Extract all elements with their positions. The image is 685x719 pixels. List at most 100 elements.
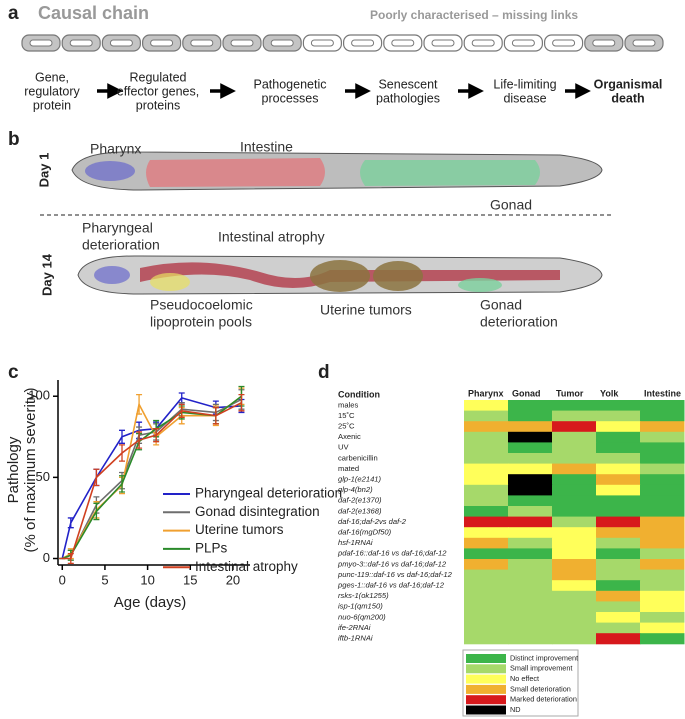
chain-hole [431,39,455,47]
heatmap-cell [596,569,641,581]
heatmap-cell [552,453,597,465]
legend-label: ND [510,705,521,714]
heatmap-cell [508,569,553,581]
legend-label: PLPs [195,540,228,555]
image-label: Pseudocoelomic [150,297,253,313]
row-label: males [338,400,358,409]
chain-hole [391,39,415,47]
heatmap-cell [640,622,685,634]
heatmap-cell [596,559,641,571]
heatmap-cell [508,474,553,486]
heatmap-cell [552,484,597,496]
x-axis-label: Age (days) [114,594,187,611]
arrow [210,83,236,99]
heatmap-cell [508,633,553,645]
heatmap-cell [464,474,509,486]
error-bar [212,406,219,425]
arrow [458,83,484,99]
heatmap-cell [552,431,597,443]
error-bar [136,431,143,449]
panel-subtitle: Poorly characterised – missing links [370,8,578,22]
error-bar [67,552,74,565]
y-tick-label: 100 [28,388,50,403]
x-tick-label: 20 [226,572,240,587]
pharynx [85,161,135,181]
row-label: UV [338,443,349,452]
error-bar [153,428,160,443]
heatmap-cell [596,612,641,624]
heatmap-cell [552,580,597,592]
heatmap-cell [464,612,509,624]
panel-letter: a [8,3,19,24]
error-bar [93,468,100,487]
heatmap-cell [640,453,685,465]
row-label: daf-2(e1368) [338,506,382,515]
heatmap-cell [552,410,597,422]
heatmap-cell [508,580,553,592]
heatmap-cell [508,484,553,496]
worm-images [40,151,612,295]
heatmap-cell [640,506,685,518]
step-label: disease [503,91,546,105]
arrow [97,83,123,99]
heatmap-cell [640,474,685,486]
error-bar [178,403,185,418]
tumor [373,261,423,291]
x-tick-label: 5 [101,572,108,587]
x-tick-label: 10 [140,572,154,587]
image-label: Intestinal atrophy [218,229,325,245]
heatmap-cell [552,442,597,454]
chain-hole [471,39,495,47]
yolk [150,273,190,291]
row-label: ife-2RNAi [338,623,371,632]
heatmap-cell [596,633,641,645]
chain-hole [310,39,334,47]
heatmap-cell [596,442,641,454]
arrow [345,83,371,99]
heatmap-cell [508,463,553,475]
day-label: Day 1 [36,153,51,188]
heatmap-cell [464,516,509,528]
heatmap-cell [464,410,509,422]
heatmap-cell [464,548,509,560]
step-label: protein [33,98,71,112]
step-label: proteins [136,98,180,112]
chain-hole [552,39,576,47]
heatmap-cell [552,474,597,486]
heatmap-cell [552,495,597,507]
heatmap-cell [596,622,641,634]
row-label: pges-1::daf-16 vs daf-16;daf-12 [337,581,445,590]
error-bar [119,444,125,462]
heatmap-cell [596,495,641,507]
row-label: Axenic [338,432,361,441]
step-label: death [611,91,644,105]
heatmap-cell [552,601,597,613]
chain-hole [69,39,93,47]
panel-letter: b [8,129,20,150]
heatmap-cell [464,559,509,571]
heatmap-cell [596,484,641,496]
y-axis-label: Pathology [5,436,22,503]
heatmap-cell [552,612,597,624]
row-label: glp-4(bn2) [338,485,373,494]
legend-label: Uterine tumors [195,522,284,537]
step-label: Regulated [130,70,187,84]
heatmap-cell [596,463,641,475]
heatmap-cell [640,442,685,454]
row-label: 25˚C [338,422,355,431]
heatmap-cell [464,633,509,645]
chain-hole [190,39,214,47]
image-label: deterioration [82,237,160,253]
heatmap-cell [552,559,597,571]
x-tick-label: 0 [59,572,66,587]
arrow [565,83,591,99]
day-label: Day 14 [39,253,54,296]
chain-hole [150,39,174,47]
row-label: carbenicillin [338,453,378,462]
heatmap-cell [508,622,553,634]
heatmap-cell [508,495,553,507]
heatmap-cell [596,410,641,422]
heatmap-cell [508,548,553,560]
heatmap-cell [640,633,685,645]
column-label: Yolk [600,388,619,398]
